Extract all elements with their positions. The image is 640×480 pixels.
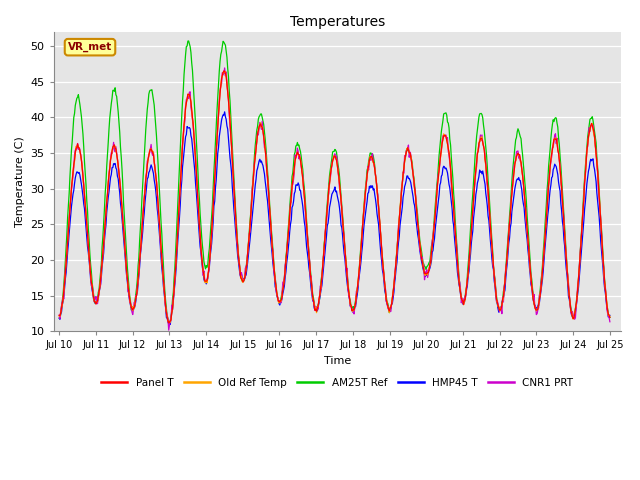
Text: VR_met: VR_met bbox=[68, 42, 112, 52]
Y-axis label: Temperature (C): Temperature (C) bbox=[15, 136, 25, 227]
Legend: Panel T, Old Ref Temp, AM25T Ref, HMP45 T, CNR1 PRT: Panel T, Old Ref Temp, AM25T Ref, HMP45 … bbox=[97, 374, 577, 392]
X-axis label: Time: Time bbox=[324, 356, 351, 366]
Title: Temperatures: Temperatures bbox=[290, 15, 385, 29]
